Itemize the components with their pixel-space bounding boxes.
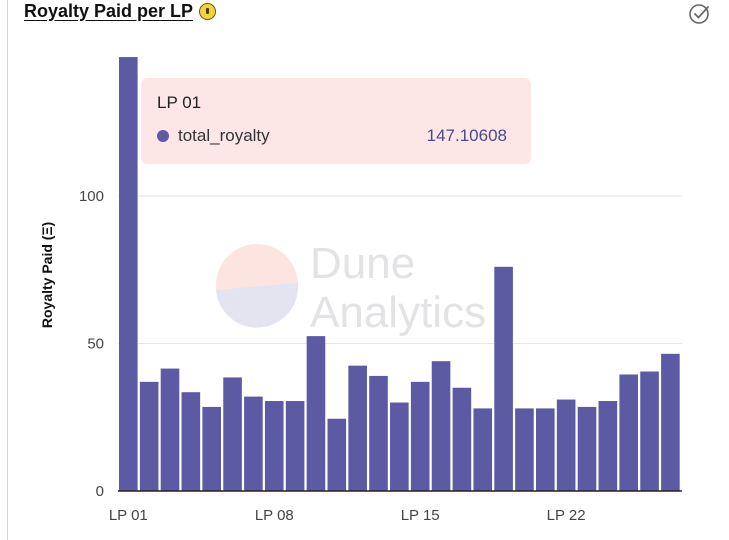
bar-lp-12[interactable] — [348, 365, 367, 492]
series-color-dot — [157, 130, 169, 142]
watermark-line2: Analytics — [310, 288, 486, 337]
bar-lp-05[interactable] — [202, 406, 221, 492]
y-tick-label: 50 — [87, 336, 104, 353]
chart-tooltip: LP 01 total_royalty 147.10608 — [141, 78, 531, 164]
title-row: Royalty Paid per LP — [24, 0, 217, 22]
bar-lp-25[interactable] — [619, 374, 638, 492]
bar-lp-23[interactable] — [577, 406, 597, 492]
bar-lp-06[interactable] — [223, 377, 242, 492]
bar-lp-13[interactable] — [369, 375, 388, 491]
bar-lp-09[interactable] — [285, 401, 305, 491]
bar-lp-22[interactable] — [556, 399, 576, 491]
watermark-line1: Dune — [310, 239, 415, 288]
bar-lp-01[interactable] — [119, 57, 138, 492]
bar-lp-03[interactable] — [160, 368, 180, 491]
bar-lp-15[interactable] — [410, 381, 430, 491]
check-circle-icon[interactable] — [688, 2, 712, 26]
watermark: Dune Analytics — [216, 239, 486, 337]
bar-lp-24[interactable] — [598, 401, 618, 491]
bar-lp-18[interactable] — [473, 408, 493, 491]
x-tick-label: LP 22 — [547, 507, 586, 524]
panel-border — [7, 0, 8, 540]
tooltip-series-name: total_royalty — [178, 126, 270, 145]
bar-lp-07[interactable] — [244, 396, 263, 491]
tooltip-value: 147.10608 — [426, 126, 507, 145]
bar-lp-17[interactable] — [452, 387, 472, 491]
bar-lp-19[interactable] — [494, 266, 513, 491]
chart-title-link[interactable]: Royalty Paid per LP — [24, 0, 194, 21]
x-tick-label: LP 08 — [255, 507, 294, 524]
bar-lp-02[interactable] — [139, 381, 159, 491]
x-tick-label: LP 01 — [109, 507, 148, 524]
bar-lp-16[interactable] — [431, 361, 451, 491]
x-tick-label: LP 15 — [401, 507, 440, 524]
bar-lp-11[interactable] — [327, 418, 347, 492]
clock-icon — [199, 2, 217, 20]
bar-lp-04[interactable] — [181, 392, 201, 492]
y-tick-label: 100 — [79, 188, 104, 205]
y-axis-label: Royalty Paid (Ξ) — [39, 222, 55, 328]
y-tick-label: 0 — [96, 483, 104, 500]
bar-lp-26[interactable] — [640, 371, 659, 491]
bar-lp-14[interactable] — [390, 402, 409, 492]
bar-lp-10[interactable] — [306, 336, 326, 492]
bar-lp-27[interactable] — [661, 353, 680, 491]
tooltip-title: LP 01 — [157, 93, 202, 112]
bar-lp-20[interactable] — [515, 408, 534, 491]
tooltip-row: total_royalty 147.10608 — [157, 126, 515, 146]
bar-lp-08[interactable] — [264, 401, 284, 491]
bar-lp-21[interactable] — [536, 408, 555, 491]
